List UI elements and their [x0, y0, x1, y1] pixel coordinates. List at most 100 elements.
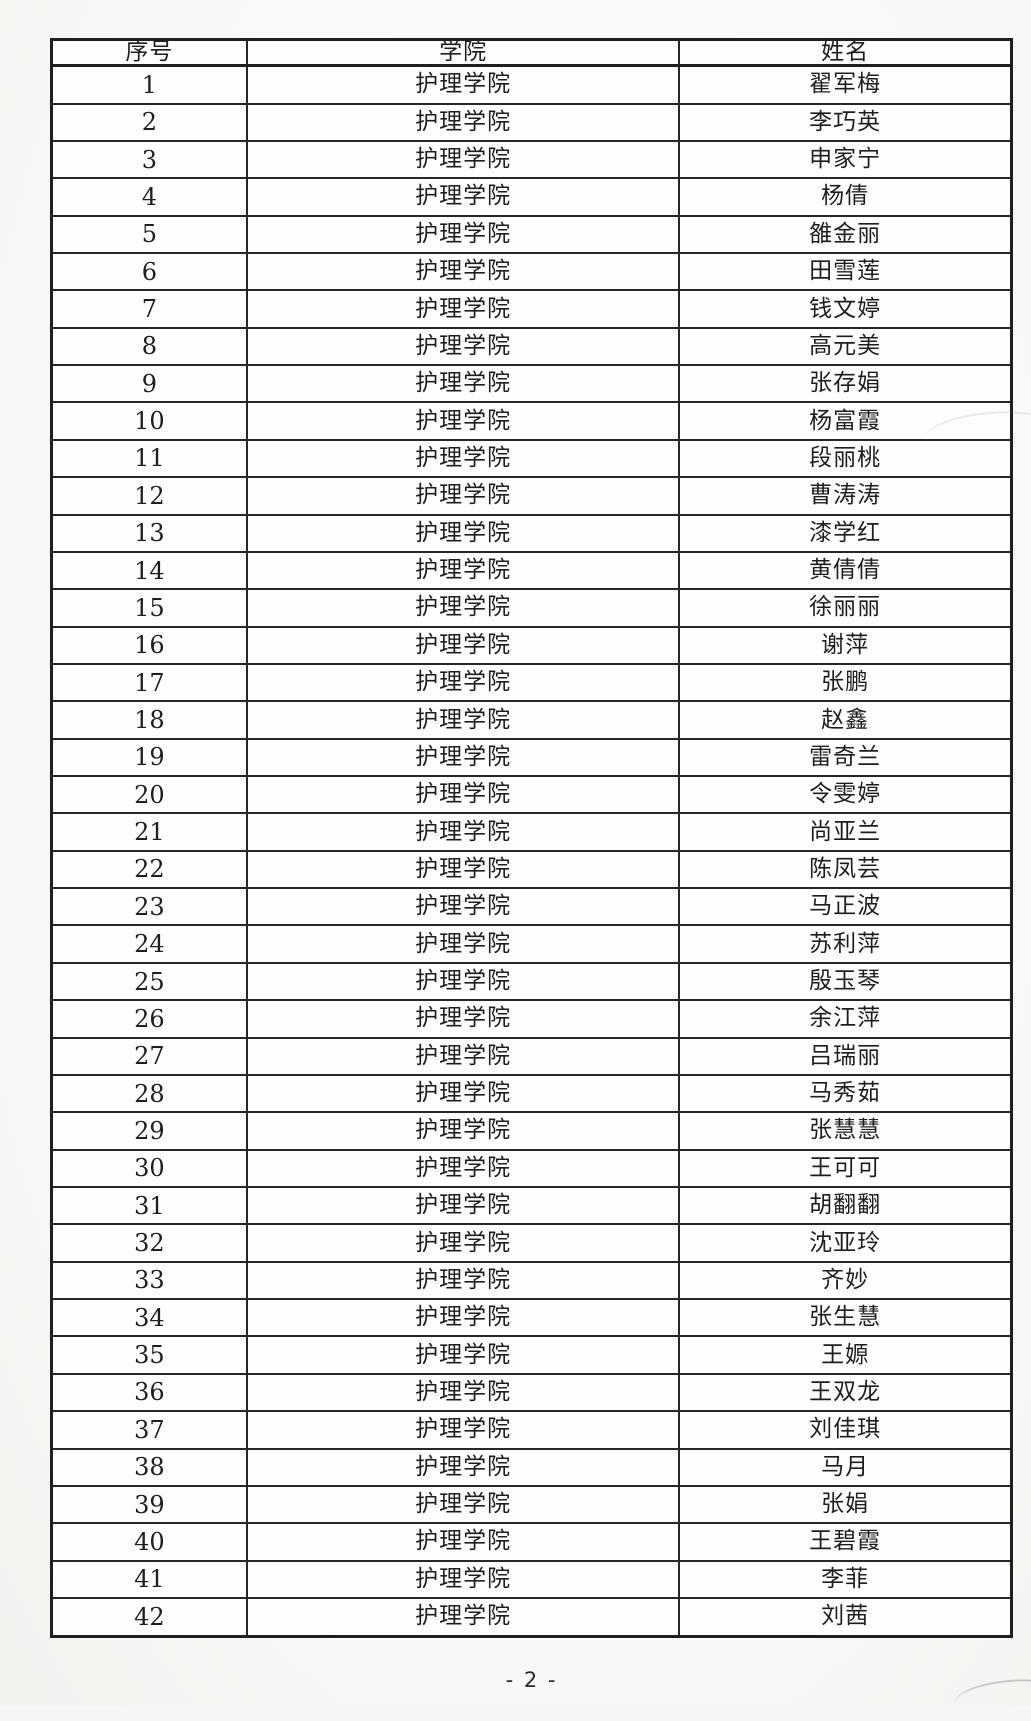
- table-row: 33 护理学院 齐妙: [50, 1260, 1013, 1301]
- college-cell: 护理学院: [245, 812, 681, 852]
- name-cell: 吕瑞丽: [678, 1036, 1013, 1076]
- page-number: - 2 -: [505, 1668, 558, 1692]
- row-number-cell: 20: [50, 775, 248, 815]
- table-row: 24 护理学院 苏利萍: [50, 924, 1013, 964]
- row-number-cell: 32: [50, 1223, 248, 1263]
- row-number-cell: 11: [50, 438, 248, 479]
- college-cell: 护理学院: [245, 1559, 681, 1599]
- row-number-cell: 38: [50, 1447, 248, 1487]
- table-row: 20 护理学院 令雯婷: [50, 775, 1013, 815]
- row-number-cell: 30: [50, 1148, 248, 1189]
- college-cell: 护理学院: [245, 1223, 681, 1263]
- name-cell: 沈亚玲: [678, 1223, 1013, 1263]
- row-number-cell: 24: [50, 924, 248, 964]
- college-cell: 护理学院: [245, 700, 681, 740]
- row-number-cell: 13: [50, 513, 248, 553]
- college-cell: 护理学院: [245, 662, 681, 703]
- name-cell: 钱文婷: [678, 289, 1013, 329]
- name-cell: 张娟: [678, 1484, 1013, 1525]
- college-cell: 护理学院: [245, 1111, 681, 1151]
- row-number-cell: 34: [50, 1298, 248, 1338]
- table-row: 42 护理学院 刘茜: [50, 1596, 1013, 1638]
- name-cell: 翟军梅: [678, 64, 1013, 105]
- college-cell: 护理学院: [245, 1298, 681, 1338]
- name-cell: 李巧英: [678, 102, 1013, 142]
- table-row: 5 护理学院 雒金丽: [50, 214, 1013, 255]
- row-number-cell: 26: [50, 999, 248, 1039]
- table-row: 4 护理学院 杨倩: [50, 177, 1013, 217]
- table-row: 31 护理学院 胡翻翻: [50, 1185, 1013, 1226]
- college-cell: 护理学院: [245, 476, 681, 516]
- college-cell: 护理学院: [245, 588, 681, 628]
- row-number-cell: 19: [50, 737, 248, 778]
- table-row: 35 护理学院 王嫄: [50, 1335, 1013, 1375]
- college-cell: 护理学院: [245, 1447, 681, 1487]
- college-cell: 护理学院: [245, 961, 681, 1002]
- row-number-cell: 3: [50, 139, 248, 180]
- college-cell: 护理学院: [245, 438, 681, 479]
- college-cell: 护理学院: [245, 1410, 681, 1450]
- table-row: 3 护理学院 申家宁: [50, 139, 1013, 180]
- table-row: 11 护理学院 段丽桃: [50, 438, 1013, 479]
- column-header-number: 序号: [50, 38, 248, 67]
- college-cell: 护理学院: [245, 887, 681, 927]
- table-row: 36 护理学院 王双龙: [50, 1372, 1013, 1413]
- table-row: 25 护理学院 殷玉琴: [50, 961, 1013, 1002]
- row-number-cell: 39: [50, 1484, 248, 1525]
- name-cell: 雷奇兰: [678, 737, 1013, 778]
- college-cell: 护理学院: [245, 513, 681, 553]
- table-row: 6 护理学院 田雪莲: [50, 252, 1013, 292]
- row-number-cell: 10: [50, 401, 248, 441]
- column-header-college: 学院: [245, 38, 681, 67]
- name-cell: 赵鑫: [678, 700, 1013, 740]
- row-number-cell: 17: [50, 662, 248, 703]
- row-number-cell: 12: [50, 476, 248, 516]
- college-cell: 护理学院: [245, 214, 681, 255]
- name-cell: 刘茜: [678, 1596, 1013, 1638]
- name-cell: 李菲: [678, 1559, 1013, 1599]
- name-cell: 马月: [678, 1447, 1013, 1487]
- row-number-cell: 18: [50, 700, 248, 740]
- table-row: 17 护理学院 张鹏: [50, 662, 1013, 703]
- name-cell: 漆学红: [678, 513, 1013, 553]
- row-number-cell: 41: [50, 1559, 248, 1599]
- row-number-cell: 28: [50, 1073, 248, 1114]
- college-cell: 护理学院: [245, 252, 681, 292]
- name-cell: 胡翻翻: [678, 1185, 1013, 1226]
- row-number-cell: 40: [50, 1522, 248, 1562]
- row-number-cell: 2: [50, 102, 248, 142]
- table-row: 39 护理学院 张娟: [50, 1484, 1013, 1525]
- table-row: 13 护理学院 漆学红: [50, 513, 1013, 553]
- table-row: 1 护理学院 翟军梅: [50, 64, 1013, 105]
- college-cell: 护理学院: [245, 1335, 681, 1375]
- row-number-cell: 27: [50, 1036, 248, 1076]
- college-cell: 护理学院: [245, 177, 681, 217]
- name-cell: 张存娟: [678, 364, 1013, 404]
- name-cell: 张鹏: [678, 662, 1013, 703]
- table-row: 38 护理学院 马月: [50, 1447, 1013, 1487]
- table-row: 40 护理学院 王碧霞: [50, 1522, 1013, 1562]
- row-number-cell: 23: [50, 887, 248, 927]
- name-cell: 马正波: [678, 887, 1013, 927]
- name-cell: 马秀茹: [678, 1073, 1013, 1114]
- row-number-cell: 35: [50, 1335, 248, 1375]
- name-cell: 高元美: [678, 326, 1013, 367]
- name-cell: 杨倩: [678, 177, 1013, 217]
- name-cell: 张生慧: [678, 1298, 1013, 1338]
- name-cell: 徐丽丽: [678, 588, 1013, 628]
- college-cell: 护理学院: [245, 1372, 681, 1413]
- row-number-cell: 42: [50, 1596, 248, 1638]
- college-cell: 护理学院: [245, 999, 681, 1039]
- row-number-cell: 5: [50, 214, 248, 255]
- name-cell: 曹涛涛: [678, 476, 1013, 516]
- name-cell: 苏利萍: [678, 924, 1013, 964]
- table-row: 30 护理学院 王可可: [50, 1148, 1013, 1189]
- table-row: 12 护理学院 曹涛涛: [50, 476, 1013, 516]
- college-cell: 护理学院: [245, 139, 681, 180]
- college-cell: 护理学院: [245, 849, 681, 890]
- college-cell: 护理学院: [245, 1148, 681, 1189]
- table-row: 41 护理学院 李菲: [50, 1559, 1013, 1599]
- college-cell: 护理学院: [245, 1260, 681, 1301]
- column-header-name: 姓名: [678, 38, 1013, 67]
- row-number-cell: 29: [50, 1111, 248, 1151]
